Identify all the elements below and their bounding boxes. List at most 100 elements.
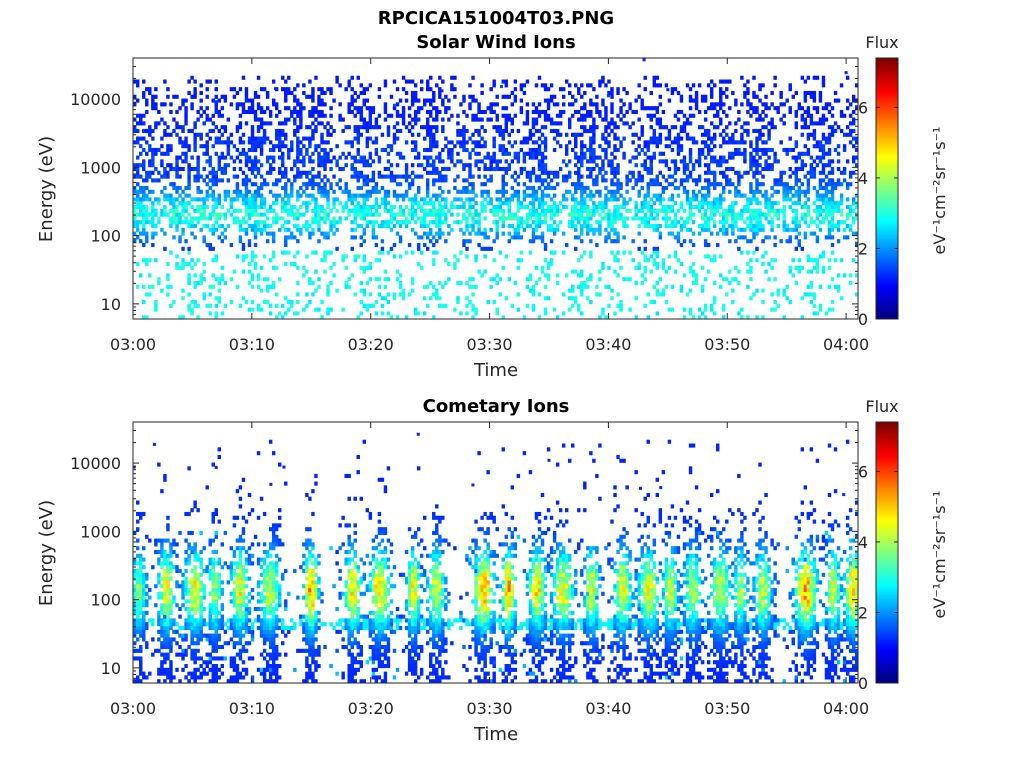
heatmap-cell [495, 220, 499, 225]
heatmap-cell [290, 140, 294, 145]
heatmap-cell [477, 109, 481, 115]
heatmap-cell [713, 185, 717, 191]
heatmap-cell [558, 132, 563, 137]
heatmap-cell [287, 201, 291, 206]
heatmap-cell [634, 182, 638, 187]
heatmap-cell [543, 296, 548, 301]
heatmap-cell [383, 269, 388, 274]
heatmap-cell [350, 75, 354, 80]
heatmap-cell [568, 121, 572, 126]
heatmap-cell [691, 98, 696, 103]
heatmap-cell [229, 299, 234, 305]
heatmap-cell [145, 87, 149, 92]
heatmap-cell [157, 201, 161, 206]
heatmap-cell [625, 208, 629, 213]
heatmap-cell [785, 227, 789, 232]
heatmap-cell [250, 204, 255, 210]
heatmap-cell [546, 113, 551, 118]
heatmap-cell [797, 189, 801, 194]
heatmap-cell [525, 113, 530, 118]
heatmap-cell [818, 197, 823, 202]
heatmap-cell [284, 98, 288, 103]
heatmap-cell [290, 189, 294, 194]
heatmap-cell [821, 170, 826, 175]
heatmap-cell [610, 151, 614, 156]
heatmap-cell [281, 87, 285, 92]
heatmap-cell [268, 147, 273, 153]
heatmap-cell [700, 197, 705, 202]
heatmap-cell [504, 106, 508, 111]
heatmap-cell [610, 109, 614, 115]
heatmap-cell [549, 239, 554, 244]
heatmap-cell [803, 125, 808, 130]
heatmap-cell [136, 79, 140, 84]
heatmap-cell [377, 94, 382, 99]
heatmap-cell [716, 109, 720, 115]
heatmap-cell [136, 83, 140, 88]
heatmap-cell [426, 235, 430, 240]
heatmap-cell [652, 208, 656, 213]
heatmap-cell [525, 303, 530, 308]
heatmap-cell [362, 231, 366, 236]
heatmap-cell [320, 132, 324, 137]
heatmap-cell [453, 261, 457, 267]
heatmap-cell [344, 87, 348, 92]
heatmap-cell [794, 109, 798, 115]
heatmap-cell [184, 136, 188, 141]
heatmap-cell [821, 269, 826, 274]
heatmap-cell [465, 223, 469, 229]
heatmap-cell [136, 163, 140, 168]
heatmap-cell [716, 208, 720, 213]
heatmap-cell [459, 250, 463, 255]
heatmap-cell [323, 182, 327, 187]
heatmap-cell [193, 223, 197, 229]
heatmap-cell [296, 151, 300, 156]
heatmap-cell [247, 189, 252, 194]
heatmap-cell [133, 94, 137, 99]
heatmap-cell [244, 90, 249, 96]
heatmap-cell [302, 170, 306, 175]
heatmap-cell [136, 128, 140, 134]
heatmap-cell [323, 269, 327, 274]
heatmap-cell [616, 136, 620, 141]
heatmap-cell [284, 296, 288, 301]
heatmap-cell [305, 201, 309, 206]
heatmap-cell [571, 182, 575, 187]
heatmap-cell [311, 208, 315, 213]
heatmap-cell [598, 109, 602, 115]
heatmap-cell [543, 83, 548, 88]
heatmap-cell [821, 197, 826, 202]
heatmap-cell [453, 94, 457, 99]
heatmap-cell [438, 235, 442, 240]
heatmap-cell [824, 189, 829, 194]
heatmap-cell [827, 132, 832, 137]
heatmap-cell [181, 231, 185, 236]
heatmap-cell [691, 212, 696, 217]
heatmap-cell [540, 182, 545, 187]
heatmap-cell [278, 140, 282, 145]
heatmap-cell [365, 280, 370, 286]
heatmap-cell [664, 204, 669, 210]
heatmap-cell [419, 87, 424, 92]
heatmap-cell [296, 250, 300, 255]
heatmap-cell [516, 151, 521, 156]
heatmap-cell [429, 144, 433, 149]
heatmap-cell [223, 163, 228, 168]
heatmap-cell [845, 75, 850, 80]
heatmap-cell [501, 144, 505, 149]
heatmap-cell [519, 201, 524, 206]
heatmap-cell [178, 185, 182, 191]
heatmap-cell [317, 189, 321, 194]
heatmap-cell [353, 227, 357, 232]
heatmap-cell [725, 174, 729, 179]
heatmap-cell [247, 223, 252, 229]
heatmap-cell [293, 178, 297, 183]
heatmap-cell [688, 87, 693, 92]
heatmap-cell [794, 223, 798, 229]
heatmap-cell [154, 223, 158, 229]
heatmap-cell [673, 250, 678, 255]
heatmap-cell [815, 223, 820, 229]
heatmap-cell [407, 128, 412, 134]
heatmap-cell [268, 113, 273, 118]
heatmap-cell [278, 136, 282, 141]
